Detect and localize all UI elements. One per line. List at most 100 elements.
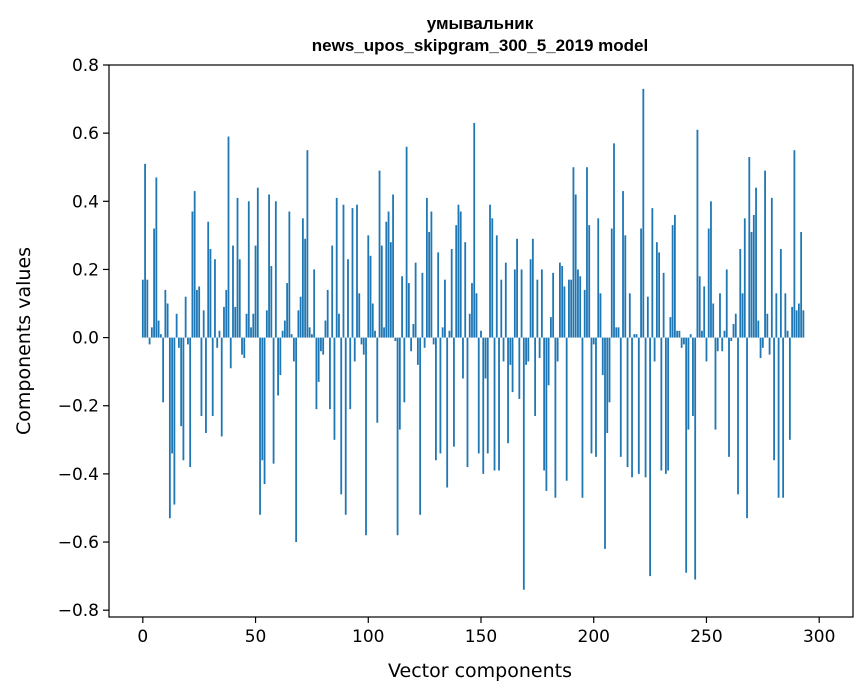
bar-149 <box>477 337 480 454</box>
bar-42 <box>236 197 239 338</box>
bar-54 <box>263 337 266 485</box>
bar-30 <box>209 249 212 338</box>
bar-181 <box>549 317 552 338</box>
bar-270 <box>750 231 753 338</box>
bar-236 <box>673 214 676 338</box>
bar-85 <box>333 337 336 440</box>
bar-60 <box>277 337 279 396</box>
bar-209 <box>613 143 615 338</box>
bar-78 <box>317 337 320 382</box>
bar-203 <box>599 293 602 338</box>
bar-130 <box>435 337 437 461</box>
bar-228 <box>655 242 658 338</box>
bar-35 <box>220 337 223 437</box>
bar-23 <box>193 191 196 338</box>
bar-235 <box>671 225 674 338</box>
bar-115 <box>401 276 403 338</box>
bar-233 <box>667 337 670 471</box>
bar-218 <box>633 334 636 338</box>
bar-277 <box>766 313 769 338</box>
bar-121 <box>414 262 417 338</box>
bar-200 <box>592 337 595 345</box>
bar-247 <box>698 276 701 338</box>
bar-20 <box>187 337 189 345</box>
bar-153 <box>486 337 489 454</box>
bar-249 <box>703 286 706 338</box>
bar-61 <box>279 337 282 376</box>
bar-119 <box>410 337 413 352</box>
bar-110 <box>389 242 392 338</box>
bar-126 <box>425 197 428 338</box>
bar-66 <box>290 334 293 338</box>
bar-49 <box>252 313 255 338</box>
bar-10 <box>164 289 167 338</box>
bar-128 <box>430 211 433 338</box>
bar-145 <box>468 313 471 338</box>
bar-99 <box>365 337 367 536</box>
bar-141 <box>459 211 462 338</box>
bar-154 <box>489 204 491 338</box>
bar-97 <box>360 337 363 345</box>
bar-136 <box>448 330 451 338</box>
bar-242 <box>687 337 690 430</box>
bar-244 <box>692 337 694 416</box>
bar-180 <box>547 337 550 386</box>
bar-151 <box>482 337 485 474</box>
bar-216 <box>628 293 631 338</box>
bar-7 <box>157 320 160 338</box>
bar-51 <box>256 187 259 338</box>
bar-70 <box>299 296 302 338</box>
bar-215 <box>626 337 629 468</box>
bar-103 <box>374 330 376 338</box>
bar-196 <box>583 289 586 338</box>
bar-21 <box>189 337 192 468</box>
bar-13 <box>171 337 174 454</box>
bar-150 <box>480 330 482 338</box>
bar-74 <box>308 327 311 338</box>
bar-288 <box>791 306 794 338</box>
bar-227 <box>653 337 656 362</box>
bar-101 <box>369 255 372 338</box>
bar-208 <box>610 228 613 338</box>
bar-98 <box>362 337 365 355</box>
bar-140 <box>457 204 460 338</box>
bar-183 <box>554 337 557 498</box>
bar-137 <box>450 249 453 338</box>
bar-177 <box>540 269 543 338</box>
bar-89 <box>342 204 345 338</box>
bar-248 <box>701 330 703 338</box>
bar-221 <box>640 228 642 338</box>
bar-167 <box>518 337 521 399</box>
bar-267 <box>743 218 746 338</box>
bar-71 <box>301 218 304 338</box>
bar-241 <box>685 337 688 573</box>
bar-112 <box>394 337 397 341</box>
bar-207 <box>608 337 611 403</box>
bar-245 <box>694 337 697 580</box>
bar-122 <box>416 337 419 365</box>
bar-281 <box>775 293 778 338</box>
bar-257 <box>721 337 724 352</box>
x-tick-label: 100 <box>352 627 384 647</box>
bar-159 <box>500 279 503 338</box>
bar-24 <box>196 289 198 338</box>
bar-162 <box>507 337 509 444</box>
bar-291 <box>797 303 800 338</box>
bar-195 <box>581 337 584 498</box>
bar-1 <box>144 163 146 338</box>
bar-185 <box>559 262 561 338</box>
bar-147 <box>473 122 476 338</box>
bar-160 <box>502 337 505 362</box>
bar-194 <box>579 276 582 338</box>
bar-184 <box>556 337 559 362</box>
bar-39 <box>229 337 232 369</box>
bar-205 <box>604 337 606 549</box>
bar-202 <box>597 218 600 338</box>
bar-206 <box>606 337 609 433</box>
bar-47 <box>247 201 250 338</box>
bar-17 <box>180 337 183 427</box>
bar-266 <box>741 293 744 338</box>
bar-58 <box>272 337 275 464</box>
bar-148 <box>475 293 478 338</box>
bar-108 <box>385 221 388 338</box>
